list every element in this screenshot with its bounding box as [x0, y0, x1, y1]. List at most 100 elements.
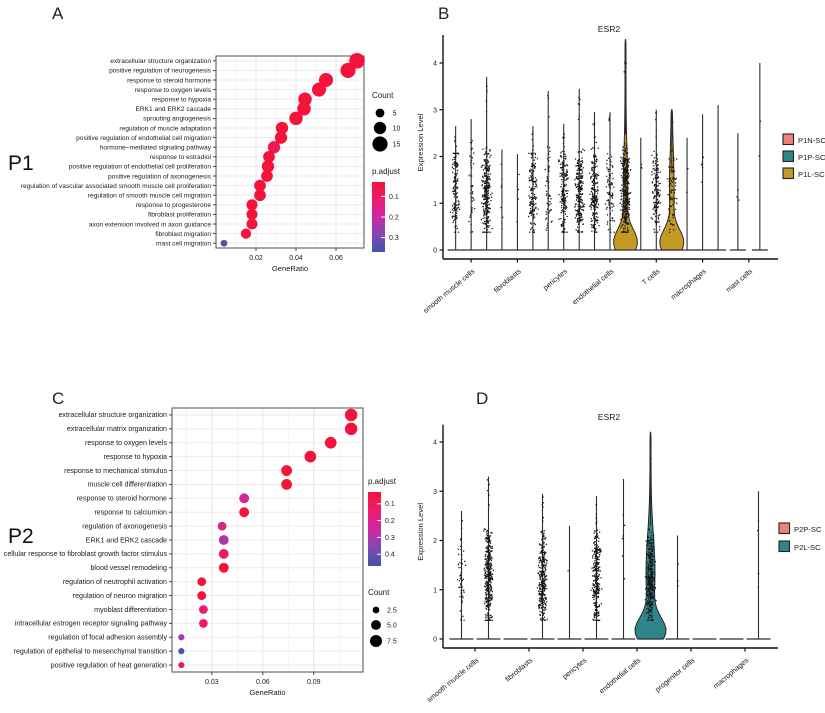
svg-text:response to hypoxia: response to hypoxia [104, 453, 168, 461]
svg-text:0.03: 0.03 [205, 679, 219, 686]
svg-text:Count: Count [368, 588, 390, 597]
svg-text:2: 2 [433, 538, 437, 545]
svg-text:7.5: 7.5 [387, 638, 397, 645]
svg-text:smooth muscle cells: smooth muscle cells [425, 655, 481, 704]
svg-text:T cells: T cells [640, 266, 662, 286]
svg-text:myoblast differentiation: myoblast differentiation [94, 606, 167, 614]
svg-text:P1N-SC: P1N-SC [798, 136, 825, 145]
svg-text:0.2: 0.2 [389, 214, 399, 221]
svg-text:mast cells: mast cells [724, 266, 755, 294]
svg-text:ERK1 and ERK2 cascade: ERK1 and ERK2 cascade [86, 536, 167, 544]
svg-text:5.0: 5.0 [387, 622, 397, 629]
svg-text:10: 10 [393, 125, 401, 132]
svg-text:fibroblasts: fibroblasts [503, 655, 534, 683]
svg-text:pericytes: pericytes [541, 266, 569, 292]
go-dotplot-p2-chart: 0.03 0.06 0.09 GeneRatio extracellular struc… [4, 407, 397, 697]
svg-text:GeneRatio: GeneRatio [249, 688, 285, 697]
svg-text:sprouting angiogenesis: sprouting angiogenesis [143, 116, 212, 123]
svg-text:0.02: 0.02 [249, 255, 263, 262]
svg-text:3: 3 [433, 107, 437, 114]
svg-text:ESR2: ESR2 [598, 412, 621, 422]
svg-text:progenitor cells: progenitor cells [653, 655, 696, 693]
svg-text:15: 15 [393, 141, 401, 148]
panel-label-b: B [438, 4, 450, 23]
svg-text:0.06: 0.06 [329, 255, 343, 262]
svg-text:P1L-SC: P1L-SC [798, 170, 825, 179]
svg-text:positive regulation of neuroge: positive regulation of neurogenesis [109, 68, 212, 75]
svg-text:intracellular estrogen recepto: intracellular estrogen receptor signalin… [15, 620, 168, 628]
svg-text:regulation of muscle adaptatio: regulation of muscle adaptation [119, 125, 211, 132]
svg-text:positive regulation of heat ge: positive regulation of heat generation [51, 661, 167, 669]
svg-text:extracellular structure organi: extracellular structure organization [110, 58, 211, 65]
panel-a-go-dotplot-p1: A P1 0.02 0.04 0.06 GeneRatio extracellular … [0, 0, 412, 380]
svg-text:p.adjust: p.adjust [368, 477, 397, 486]
svg-text:2: 2 [433, 154, 437, 161]
svg-text:endothelial cells: endothelial cells [597, 655, 642, 695]
svg-text:response to steroid hormone: response to steroid hormone [127, 77, 211, 84]
svg-text:Count: Count [372, 91, 394, 100]
svg-text:response to hypoxia: response to hypoxia [152, 97, 211, 104]
svg-text:0.04: 0.04 [289, 255, 303, 262]
svg-text:extracellular structure organi: extracellular structure organization [59, 411, 167, 419]
svg-text:axon extension involved in axo: axon extension involved in axon guidance [89, 221, 211, 228]
svg-text:ERK1 and ERK2 cascade: ERK1 and ERK2 cascade [135, 106, 211, 113]
svg-text:0.4: 0.4 [385, 552, 395, 559]
svg-text:macrophages: macrophages [669, 266, 708, 301]
svg-text:regulation of epithelial to me: regulation of epithelial to mesenchymal … [14, 647, 167, 655]
violin-plot-p1-chart: ESR2 0 1 2 3 4 Expression Level smooth muscle c… [416, 24, 825, 315]
svg-text:GeneRatio: GeneRatio [272, 264, 308, 273]
svg-text:3: 3 [433, 489, 437, 496]
svg-text:1: 1 [433, 587, 437, 594]
svg-text:response to mechanical stimulu: response to mechanical stimulus [64, 467, 167, 475]
group-label-p2: P2 [8, 525, 34, 548]
svg-text:macrophages: macrophages [711, 655, 750, 690]
svg-text:response to calciumion: response to calciumion [94, 509, 167, 517]
panel-label-d: D [476, 389, 489, 408]
violin-plot-p2-chart: ESR2 0 1 2 3 4 Expression Level smooth muscle c… [416, 412, 822, 704]
svg-text:0.2: 0.2 [385, 518, 395, 525]
svg-text:response to progesterone: response to progesterone [136, 202, 211, 209]
svg-text:2.5: 2.5 [387, 607, 397, 614]
svg-text:muscle cell differentiation: muscle cell differentiation [87, 481, 167, 489]
svg-text:positive regulation of axonoge: positive regulation of axonogenesis [108, 173, 212, 180]
svg-text:positive regulation of endothe: positive regulation of endothelial cell … [76, 135, 211, 142]
panel-d-violin-p2: D ESR2 0 1 2 3 4 Expression Level smooth muscle… [412, 385, 825, 713]
svg-text:4: 4 [433, 61, 437, 68]
panel-label-a: A [52, 4, 64, 23]
svg-text:regulation of focal adhesion a: regulation of focal adhesion assembly [48, 634, 167, 642]
svg-text:fibroblasts: fibroblasts [492, 266, 523, 294]
svg-text:extracellular matrix organizat: extracellular matrix organization [67, 425, 167, 433]
svg-text:ESR2: ESR2 [598, 24, 621, 34]
go-dotplot-p1-chart: 0.02 0.04 0.06 GeneRatio extracellular struc… [21, 53, 401, 273]
svg-text:Expression Level: Expression Level [416, 113, 425, 171]
svg-text:response to oxygen levels: response to oxygen levels [135, 87, 212, 94]
svg-text:0.3: 0.3 [385, 535, 395, 542]
panel-b-violin-p1: B ESR2 0 1 2 3 4 Expression Level smooth muscle… [412, 0, 825, 380]
svg-text:smooth muscle cells: smooth muscle cells [421, 266, 477, 315]
svg-text:regulation of vascular associa: regulation of vascular associated smooth… [21, 183, 212, 190]
svg-text:0.1: 0.1 [385, 501, 395, 508]
svg-text:cellular response to fibroblas: cellular response to fibroblast growth f… [4, 550, 168, 558]
svg-text:P2P-SC: P2P-SC [794, 525, 822, 534]
panel-label-c: C [52, 389, 65, 408]
svg-text:pericytes: pericytes [560, 655, 588, 681]
group-label-p1: P1 [8, 152, 34, 175]
svg-text:response to oxygen levels: response to oxygen levels [85, 439, 167, 447]
svg-text:blood vessel remodeling: blood vessel remodeling [90, 564, 167, 572]
svg-text:fibroblast proliferation: fibroblast proliferation [148, 212, 211, 219]
svg-text:hormone−mediated signaling pat: hormone−mediated signaling pathway [100, 145, 212, 152]
svg-text:response to estradiol: response to estradiol [150, 154, 212, 161]
svg-text:Expression Level: Expression Level [416, 503, 425, 561]
svg-text:5: 5 [393, 110, 397, 117]
svg-text:regulation of axonogenesis: regulation of axonogenesis [82, 522, 167, 530]
svg-text:4: 4 [433, 440, 437, 447]
panel-c-go-dotplot-p2: C P2 0.03 0.06 0.09 GeneRatio extracellular … [0, 385, 412, 713]
svg-text:0: 0 [433, 248, 437, 255]
svg-text:response to steroid hormone: response to steroid hormone [77, 495, 167, 503]
svg-text:positive regulation of endothe: positive regulation of endothelial cell … [69, 164, 212, 171]
svg-text:endothelial cells: endothelial cells [570, 266, 615, 306]
svg-text:0.09: 0.09 [307, 679, 321, 686]
svg-text:P1P-SC: P1P-SC [798, 153, 825, 162]
svg-text:regulation of neutrophil activ: regulation of neutrophil activation [63, 578, 167, 586]
